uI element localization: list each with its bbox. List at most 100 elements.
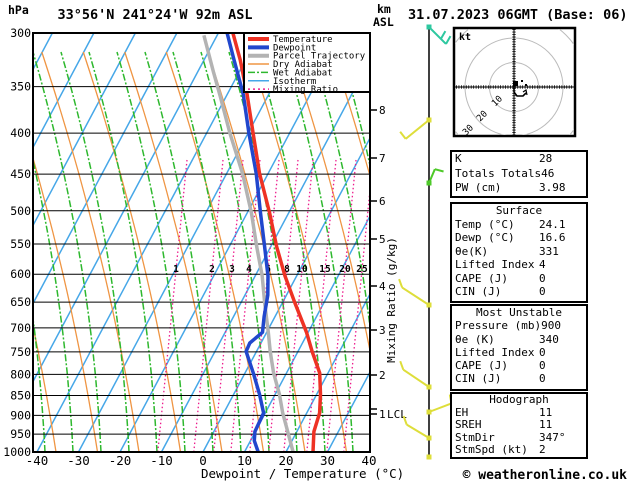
- panel-row-value: 0: [539, 359, 546, 373]
- pressure-tick-label: 350: [10, 80, 31, 94]
- dry-adiabat-line: [82, 51, 182, 452]
- panel-row-label: Lifted Index: [455, 345, 535, 359]
- pressure-tick-label: 300: [10, 26, 31, 40]
- wet-adiabat-line: [33, 313, 46, 452]
- dry-adiabat-line: [623, 52, 629, 452]
- pressure-tick-label: 900: [10, 408, 31, 422]
- panel-row-label: CIN (J): [455, 372, 502, 386]
- mixing-ratio-value-label: 10: [296, 264, 308, 275]
- altitude-unit-km: km: [377, 2, 391, 16]
- hodograph-unit-label: kt: [459, 32, 471, 43]
- dry-adiabat-line: [290, 51, 370, 354]
- axis-labels: 3003504004505005506006507007508008509009…: [3, 26, 386, 468]
- mixing-ratio-line: [268, 159, 299, 452]
- mixing-ratio-line: [230, 159, 261, 452]
- mixing-ratio-value-label: 20: [339, 264, 351, 275]
- skewt-background-grid: 1 2 3 4 6 8 10 15 20 25: [33, 33, 629, 452]
- wet-adiabat-line: [621, 52, 629, 452]
- panel-row: Pressure (mb) 900: [452, 319, 586, 332]
- dry-adiabat-line: [41, 51, 140, 452]
- legend-label: Wet Adiabat: [273, 68, 333, 78]
- wet-adiabat-line: [284, 51, 354, 452]
- panel-row: θe (K) 340: [452, 333, 586, 346]
- panel-row-label: Lifted Index: [455, 258, 535, 271]
- panel-row-label: Pressure (mb): [455, 319, 542, 333]
- wet-adiabat-line: [200, 51, 270, 452]
- panel-row-label: θe (K): [455, 332, 495, 346]
- mixing-ratio-value-label: 3: [229, 264, 235, 275]
- legend-label: Parcel Trajectory: [273, 52, 366, 62]
- panel-row-value: 11: [539, 418, 553, 432]
- panel-row-value: 28: [539, 152, 553, 165]
- panel-row: CIN (J) 0: [452, 372, 586, 385]
- mixing-ratio-line: [213, 159, 244, 452]
- panel-box-surface: Surface Temp (°C) 24.1 Dewp (°C) 16.6 θe(K) 33…: [450, 202, 588, 303]
- panel-row-label: PW (cm): [455, 181, 502, 195]
- panel-row-label: CAPE (J): [455, 271, 508, 285]
- panel-row-value: 11: [539, 405, 553, 419]
- pressure-tick-label: 750: [10, 345, 31, 359]
- panel-row: Temp (°C) 24.1: [452, 218, 586, 232]
- dry-adiabat-line: [581, 52, 629, 452]
- legend-box: [243, 32, 371, 93]
- x-axis-title: Dewpoint / Temperature (°C): [201, 466, 404, 481]
- panel-row-label: CIN (J): [455, 285, 502, 298]
- mixing-ratio-line: [157, 159, 188, 452]
- mixing-ratio-value-label: 8: [284, 264, 290, 275]
- panel-box-title: Most Unstable: [475, 306, 563, 319]
- wet-adiabat-line: [88, 51, 158, 452]
- mixing-ratio-value-label: 25: [356, 264, 368, 275]
- panel-row: PW (cm) 3.98: [452, 181, 586, 196]
- wet-adiabat-line: [172, 51, 242, 452]
- isotherm-line: [33, 33, 137, 228]
- datetime-label: 31.07.2023 06GMT (Base: 06): [408, 7, 627, 23]
- mixing-ratio-line: [193, 159, 224, 452]
- pressure-tick-label: 600: [10, 267, 31, 281]
- altitude-unit-asl: ASL: [373, 15, 394, 29]
- panel-row: SREH 11: [452, 419, 586, 432]
- temperature-tick-label: 30: [320, 453, 335, 468]
- sounding-curves: [202, 33, 323, 452]
- panel-box-title: Hodograph: [489, 393, 549, 406]
- km-tick-label: 5: [379, 233, 386, 246]
- pressure-tick-label: 650: [10, 295, 31, 309]
- isotherm-line: [243, 214, 370, 452]
- km-tick-label: 7: [379, 152, 386, 165]
- wind-barb: [426, 24, 452, 45]
- panel-row-value: 24.1: [539, 217, 566, 231]
- panel-row-value: 16.6: [539, 231, 566, 244]
- temperature-tick-label: 20: [278, 453, 293, 468]
- panel-row-label: CAPE (J): [455, 359, 508, 373]
- chart-border: [32, 32, 371, 453]
- panel-row-value: 0: [539, 285, 546, 298]
- wind-barb: [399, 117, 432, 140]
- legend-label: Mixing Ratio: [273, 85, 338, 95]
- panel-row-value: 0: [539, 271, 546, 285]
- isotherm-line: [326, 370, 370, 452]
- km-tick-label: 1: [379, 408, 386, 421]
- panel-row-value: 2: [539, 443, 546, 457]
- hodograph-storm-marker: [513, 81, 518, 86]
- dry-adiabat-line: [331, 51, 370, 179]
- mixing-ratio-axis-title: Mixing Ratio (g/kg): [385, 237, 398, 363]
- panel-row-value: 0: [539, 372, 546, 386]
- panel-row-label: StmSpd (kt): [455, 443, 528, 457]
- isotherm-line: [285, 292, 370, 452]
- pressure-tick-label: 550: [10, 237, 31, 251]
- mixing-ratio-value-label: 1: [173, 264, 179, 275]
- pressure-unit-label: hPa: [8, 3, 29, 17]
- wind-barb: [426, 168, 444, 186]
- temperature-tick-label: 10: [237, 453, 252, 468]
- wet-adiabat-line: [228, 51, 298, 452]
- copyright-label: © weatheronline.co.uk: [463, 468, 628, 483]
- km-tick-label: 2: [379, 369, 386, 382]
- panel-row-value: 46: [541, 166, 555, 180]
- wet-adiabat-line: [593, 52, 629, 452]
- panel-row-value: 347°: [539, 430, 566, 444]
- wet-adiabat-line: [33, 157, 74, 452]
- lcl-label: LCL: [387, 408, 407, 421]
